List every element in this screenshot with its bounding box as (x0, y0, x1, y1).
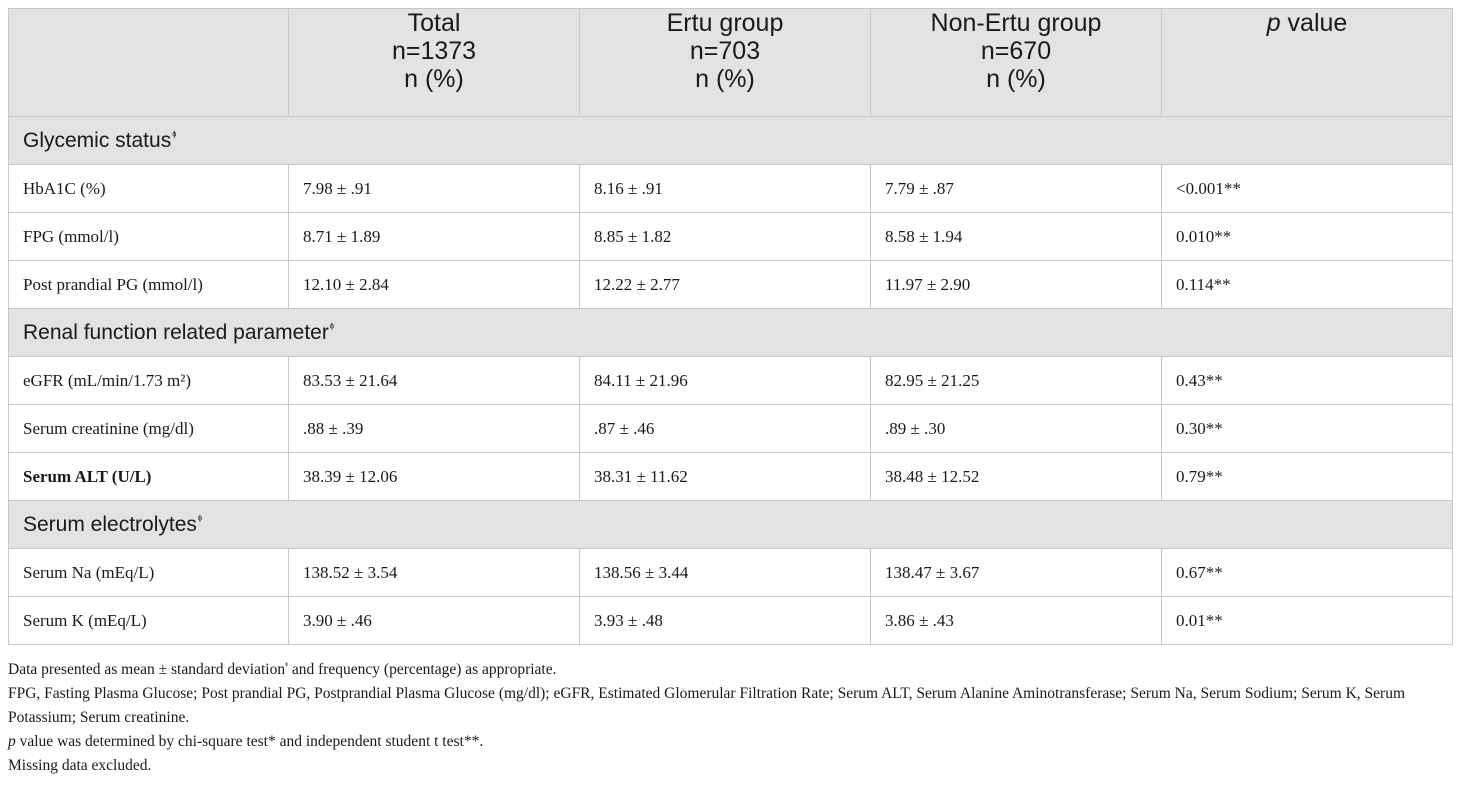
row-label: Post prandial PG (mmol/l) (8, 260, 289, 309)
table-container: Total n=1373 n (%) Ertu group n=703 n (%… (8, 8, 1453, 778)
cell-non-ertu: 38.48 ± 12.52 (870, 452, 1162, 501)
section-title: Glycemic statusᶲ (8, 116, 1453, 165)
cell-total: 138.52 ± 3.54 (288, 548, 580, 597)
table-row: Serum creatinine (mg/dl) .88 ± .39.87 ± .… (8, 404, 1453, 453)
cell-ertu: 12.22 ± 2.77 (579, 260, 871, 309)
row-label: HbA1C (%) (8, 164, 289, 213)
footnote-3: p value was determined by chi-square tes… (8, 733, 484, 751)
cell-p-value: 0.79** (1161, 452, 1453, 501)
row-label: Serum K (mEq/L) (8, 596, 289, 645)
cell-total: 12.10 ± 2.84 (288, 260, 580, 309)
section-header-row: Serum electrolytesᶲ (8, 500, 1453, 549)
cell-non-ertu: 82.95 ± 21.25 (870, 356, 1162, 405)
cell-non-ertu: 8.58 ± 1.94 (870, 212, 1162, 261)
cell-total: 83.53 ± 21.64 (288, 356, 580, 405)
header-p-value: p value (1161, 8, 1453, 117)
table-body: Glycemic statusᶲ HbA1C (%) 7.98 ± .91 8.16 … (8, 116, 1453, 645)
table-row: Serum Na (mEq/L) 138.52 ± 3.54 138.56 ± 3.… (8, 548, 1453, 597)
cell-p-value: 0.43** (1161, 356, 1453, 405)
table-row: Serum ALT (U/L) 38.39 ± 12.06 38.31 ± 11.6… (8, 452, 1453, 501)
cell-total: 8.71 ± 1.89 (288, 212, 580, 261)
cell-p-value: 0.30** (1161, 404, 1453, 453)
section-header-row: Glycemic statusᶲ (8, 116, 1453, 165)
cell-ertu: 138.56 ± 3.44 (579, 548, 871, 597)
cell-non-ertu: 11.97 ± 2.90 (870, 260, 1162, 309)
table-footnotes: Data presented as mean ± standard deviat… (8, 653, 1452, 778)
table-row: FPG (mmol/l) 8.71 ± 1.89 8.85 ± 1.82 8.58 ±… (8, 212, 1453, 261)
cell-p-value: 0.01** (1161, 596, 1453, 645)
cell-p-value: 0.67** (1161, 548, 1453, 597)
header-non-ertu: Non-Ertu group n=670 n (%) (870, 8, 1162, 117)
cell-non-ertu: 7.79 ± .87 (870, 164, 1162, 213)
section-title: Serum electrolytesᶲ (8, 500, 1453, 549)
header-row: Total n=1373 n (%) Ertu group n=703 n (%… (8, 8, 1453, 117)
cell-total: 3.90 ± .46 (288, 596, 580, 645)
cell-p-value: <0.001** (1161, 164, 1453, 213)
row-label: Serum ALT (U/L) (8, 452, 289, 501)
footnote-2: FPG, Fasting Plasma Glucose; Post prandi… (8, 685, 1406, 727)
row-label: Serum creatinine (mg/dl) (8, 404, 289, 453)
header-total: Total n=1373 n (%) (288, 8, 580, 117)
cell-non-ertu: .89 ± .30 (870, 404, 1162, 453)
row-label: eGFR (mL/min/1.73 m²) (8, 356, 289, 405)
table-row: Post prandial PG (mmol/l) 12.10 ± 2.84 12.… (8, 260, 1453, 309)
header-ertu: Ertu group n=703 n (%) (579, 8, 871, 117)
cell-total: 7.98 ± .91 (288, 164, 580, 213)
row-label: Serum Na (mEq/L) (8, 548, 289, 597)
table-row: eGFR (mL/min/1.73 m²) 83.53 ± 21.64 84.11 … (8, 356, 1453, 405)
cell-p-value: 0.010** (1161, 212, 1453, 261)
cell-p-value: 0.114** (1161, 260, 1453, 309)
cell-ertu: 84.11 ± 21.96 (579, 356, 871, 405)
footnote-4: Missing data excluded. (8, 757, 152, 775)
section-title: Renal function related parameterᶲ (8, 308, 1453, 357)
cell-non-ertu: 3.86 ± .43 (870, 596, 1162, 645)
cell-total: .88 ± .39 (288, 404, 580, 453)
cell-ertu: 8.85 ± 1.82 (579, 212, 871, 261)
cell-ertu: .87 ± .46 (579, 404, 871, 453)
cell-total: 38.39 ± 12.06 (288, 452, 580, 501)
cell-ertu: 3.93 ± .48 (579, 596, 871, 645)
row-label: FPG (mmol/l) (8, 212, 289, 261)
cell-ertu: 38.31 ± 11.62 (579, 452, 871, 501)
cell-non-ertu: 138.47 ± 3.67 (870, 548, 1162, 597)
table-row: Serum K (mEq/L) 3.90 ± .46 3.93 ± .48 3.86 … (8, 596, 1453, 645)
cell-ertu: 8.16 ± .91 (579, 164, 871, 213)
footnote-1: Data presented as mean ± standard deviat… (8, 660, 557, 679)
results-table: Total n=1373 n (%) Ertu group n=703 n (%… (8, 8, 1453, 645)
header-blank (8, 8, 289, 117)
table-row: HbA1C (%) 7.98 ± .91 8.16 ± .91 7.79 ± .87 <… (8, 164, 1453, 213)
section-header-row: Renal function related parameterᶲ (8, 308, 1453, 357)
